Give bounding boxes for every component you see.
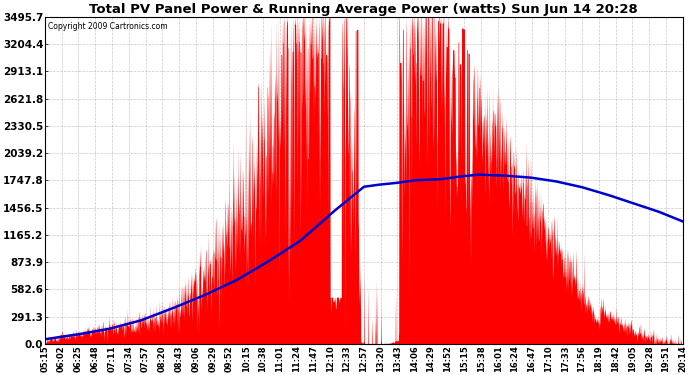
Title: Total PV Panel Power & Running Average Power (watts) Sun Jun 14 20:28: Total PV Panel Power & Running Average P… (90, 3, 638, 16)
Text: Copyright 2009 Cartronics.com: Copyright 2009 Cartronics.com (48, 22, 168, 31)
